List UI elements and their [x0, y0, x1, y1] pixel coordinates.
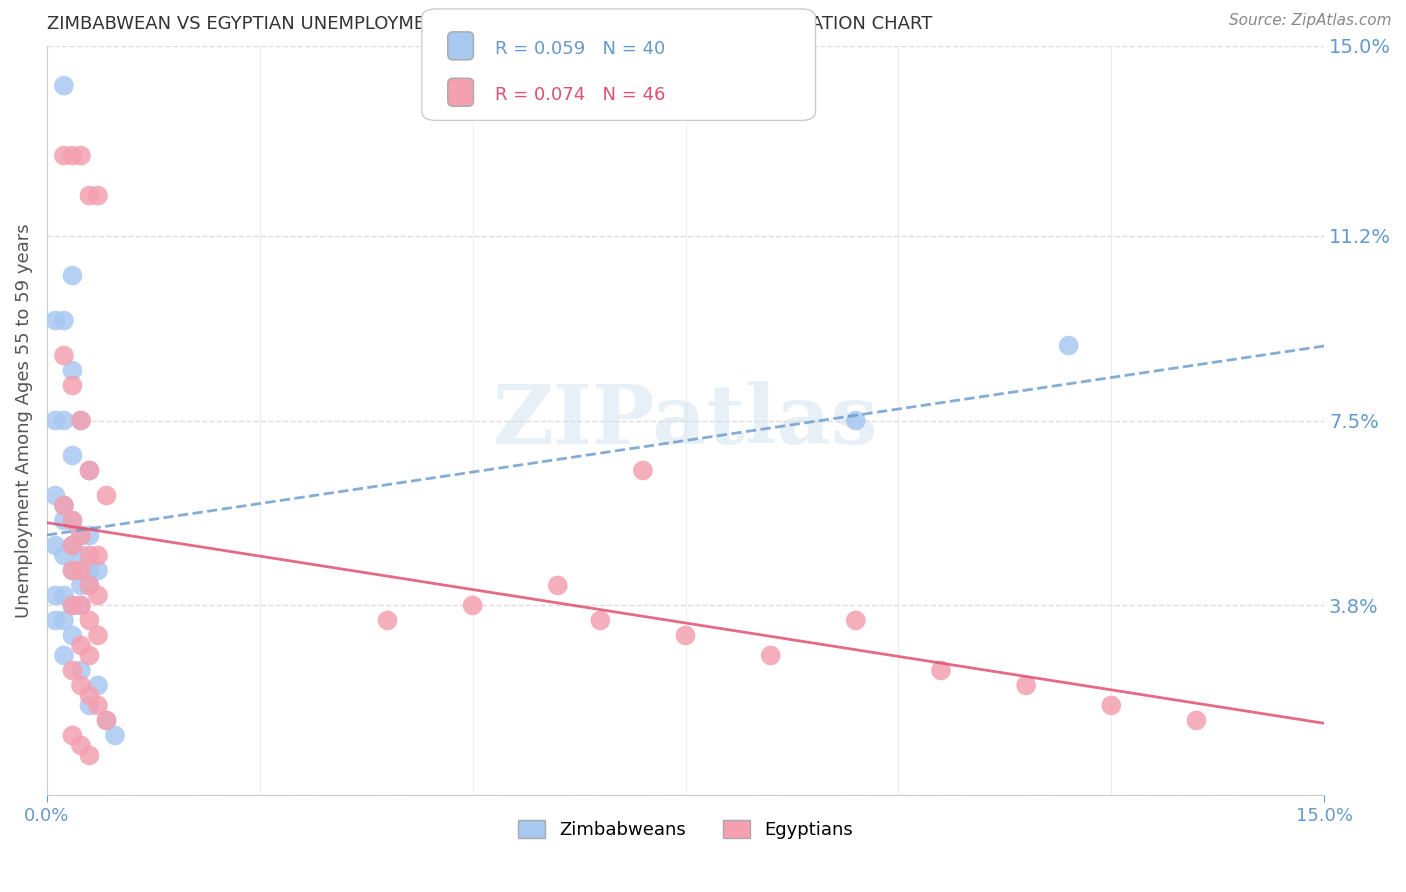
Point [70, 664, 93, 678]
Point [70, 599, 93, 613]
Text: R = 0.059   N = 40: R = 0.059 N = 40 [495, 39, 665, 57]
Legend: Zimbabweans, Egyptians: Zimbabweans, Egyptians [510, 813, 860, 847]
Point [62, 514, 84, 528]
Point [52, 589, 75, 603]
Point [52, 78, 75, 93]
Point [70, 578, 93, 592]
Point [70, 739, 93, 753]
Point [79, 549, 101, 563]
Point [87, 678, 110, 692]
Point [79, 578, 101, 592]
Point [52, 313, 75, 327]
Point [1099, 698, 1122, 713]
Point [62, 449, 84, 463]
Text: ZIMBABWEAN VS EGYPTIAN UNEMPLOYMENT AMONG AGES 55 TO 59 YEARS CORRELATION CHART: ZIMBABWEAN VS EGYPTIAN UNEMPLOYMENT AMON… [46, 15, 932, 33]
Point [377, 614, 399, 628]
Point [79, 689, 101, 703]
Point [547, 578, 569, 592]
Point [79, 463, 101, 477]
Point [631, 463, 654, 477]
Point [845, 614, 868, 628]
Point [96, 489, 118, 503]
Point [70, 528, 93, 542]
Point [70, 549, 93, 563]
Point [44, 313, 66, 327]
Point [589, 614, 612, 628]
Point [52, 514, 75, 528]
Point [62, 539, 84, 553]
Point [87, 564, 110, 578]
Point [62, 514, 84, 528]
Point [79, 614, 101, 628]
Point [1185, 714, 1208, 728]
Point [87, 589, 110, 603]
Point [70, 639, 93, 653]
Point [79, 463, 101, 477]
Point [62, 268, 84, 283]
Point [62, 148, 84, 162]
Point [62, 378, 84, 392]
Point [52, 413, 75, 427]
Point [70, 528, 93, 542]
Point [759, 648, 782, 663]
Point [96, 714, 118, 728]
Point [62, 628, 84, 642]
Point [62, 599, 84, 613]
Point [70, 564, 93, 578]
Point [52, 349, 75, 363]
Point [70, 413, 93, 427]
Point [52, 614, 75, 628]
Point [52, 499, 75, 513]
Point [79, 564, 101, 578]
Point [87, 549, 110, 563]
Point [62, 664, 84, 678]
Point [62, 539, 84, 553]
Point [79, 528, 101, 542]
Point [52, 148, 75, 162]
Y-axis label: Unemployment Among Ages 55 to 59 years: Unemployment Among Ages 55 to 59 years [15, 223, 32, 618]
Point [104, 728, 127, 742]
Point [44, 589, 66, 603]
Point [52, 499, 75, 513]
Point [87, 628, 110, 642]
Point [929, 664, 952, 678]
Point [62, 599, 84, 613]
Text: Source: ZipAtlas.com: Source: ZipAtlas.com [1229, 13, 1392, 29]
Point [62, 564, 84, 578]
Point [87, 188, 110, 202]
Point [52, 648, 75, 663]
Point [70, 413, 93, 427]
Point [79, 188, 101, 202]
Point [1015, 678, 1038, 692]
Point [79, 748, 101, 763]
Text: ZIPatlas: ZIPatlas [492, 381, 879, 460]
Point [52, 549, 75, 563]
Point [70, 148, 93, 162]
Point [845, 413, 868, 427]
Point [79, 698, 101, 713]
Point [96, 714, 118, 728]
Point [70, 599, 93, 613]
Point [62, 728, 84, 742]
Point [79, 578, 101, 592]
Point [62, 363, 84, 377]
Point [87, 698, 110, 713]
Point [44, 614, 66, 628]
Point [79, 648, 101, 663]
Point [44, 489, 66, 503]
Point [1057, 338, 1080, 352]
Point [62, 564, 84, 578]
Point [675, 628, 697, 642]
Point [44, 413, 66, 427]
Point [44, 539, 66, 553]
Point [461, 599, 484, 613]
Point [70, 678, 93, 692]
Text: R = 0.074   N = 46: R = 0.074 N = 46 [495, 86, 665, 103]
